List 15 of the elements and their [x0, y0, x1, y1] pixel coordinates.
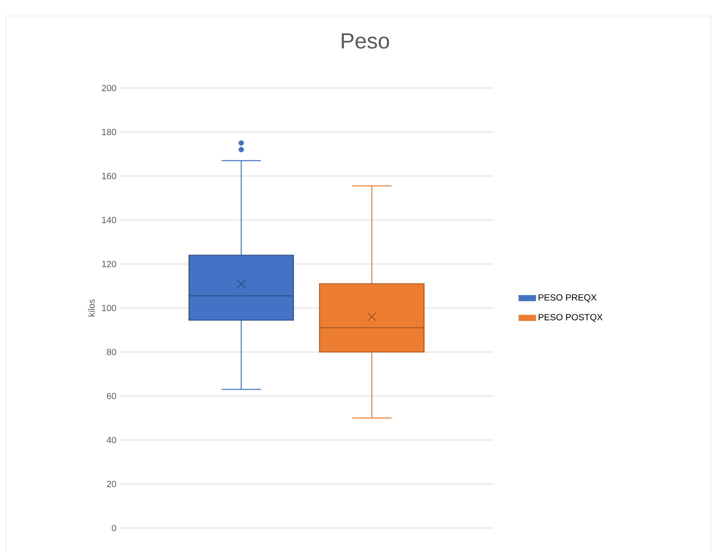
legend-label: PESO PREQX	[538, 294, 597, 302]
y-tick-label: 100	[102, 304, 116, 312]
y-tick-label: 140	[102, 216, 116, 224]
y-tick-label: 120	[102, 260, 116, 268]
y-tick-label: 40	[106, 436, 116, 444]
y-tick-label: 180	[102, 128, 116, 136]
legend-label: PESO POSTQX	[538, 314, 603, 322]
chart-title: Peso	[342, 33, 390, 49]
y-axis-title: kilos	[88, 299, 95, 316]
y-tick-label: 0	[112, 524, 116, 532]
y-tick-label: 160	[102, 172, 116, 180]
y-tick-label: 80	[106, 348, 116, 356]
y-tick-label: 60	[106, 392, 116, 400]
y-tick-label: 20	[106, 480, 116, 488]
y-tick-label: 200	[102, 84, 116, 92]
